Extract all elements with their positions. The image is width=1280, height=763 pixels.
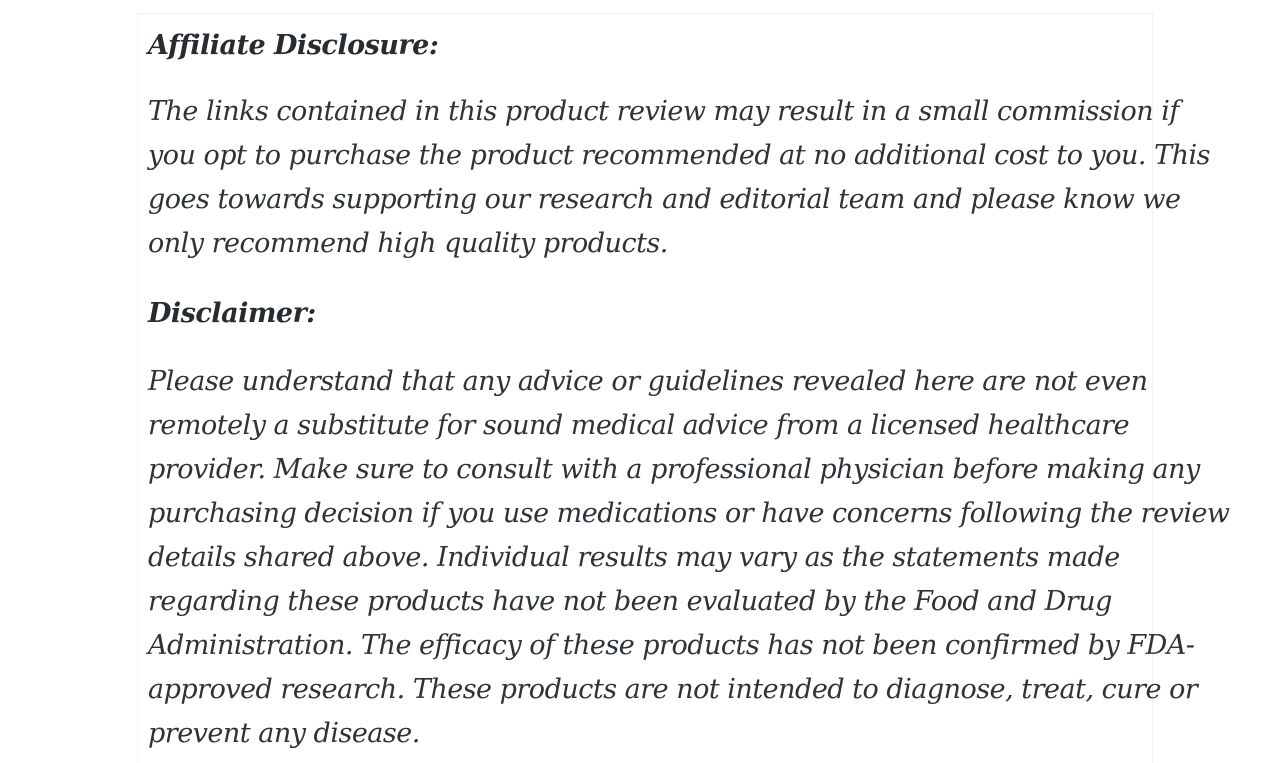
text-line: provider. Make sure to consult with a pr… (148, 454, 1200, 485)
text-line: goes towards supporting our research and… (148, 184, 1181, 215)
disclaimer-paragraph: Please understand that any advice or gui… (148, 360, 1230, 756)
text-line: purchasing decision if you use medicatio… (148, 498, 1230, 529)
disclaimer-heading: Disclaimer: (148, 298, 316, 329)
text-line: only recommend high quality products. (148, 228, 668, 259)
text-line: The links contained in this product revi… (148, 96, 1179, 127)
text-line: prevent any disease. (148, 718, 420, 749)
text-line: approved research. These products are no… (148, 674, 1198, 705)
text-line: you opt to purchase the product recommen… (148, 140, 1211, 171)
text-line: Please understand that any advice or gui… (148, 366, 1148, 397)
affiliate-disclosure-heading: Affiliate Disclosure: (148, 30, 439, 61)
text-line: regarding these products have not been e… (148, 586, 1112, 617)
text-line: Administration. The efficacy of these pr… (148, 630, 1195, 661)
content-card: Affiliate Disclosure: The links containe… (137, 13, 1230, 763)
affiliate-disclosure-paragraph: The links contained in this product revi… (148, 90, 1211, 266)
text-line: details shared above. Individual results… (148, 542, 1120, 573)
text-line: remotely a substitute for sound medical … (148, 410, 1130, 441)
